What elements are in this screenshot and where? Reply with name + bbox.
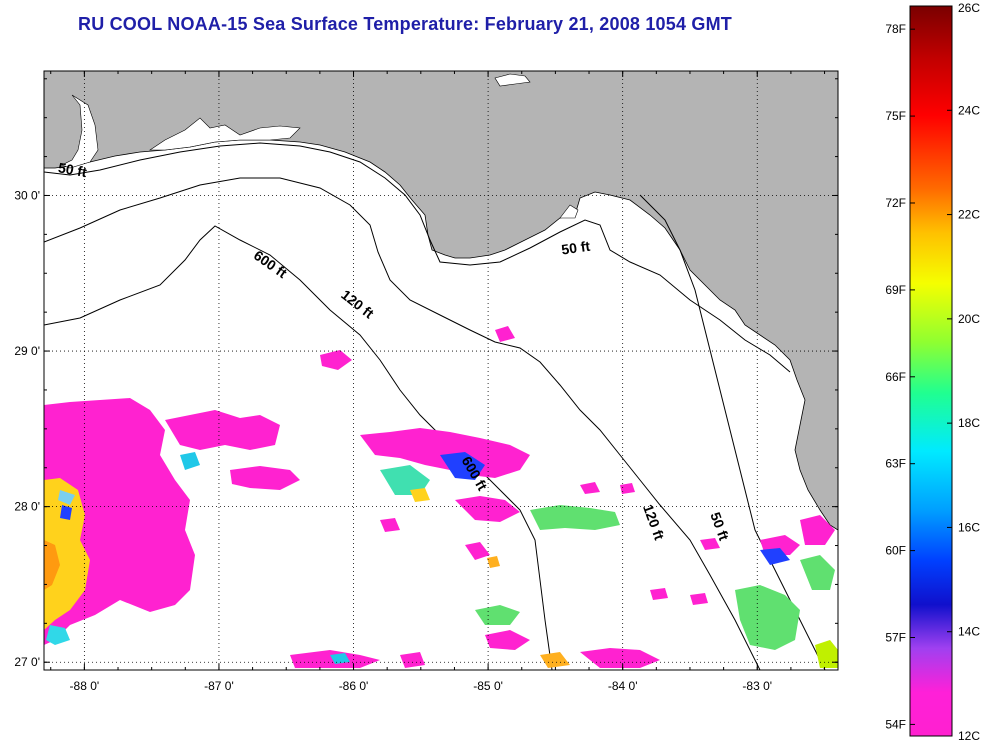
colorbar-label-celsius: 12C: [958, 729, 980, 743]
colorbar-label-celsius: 20C: [958, 312, 980, 326]
inland-lake: [494, 73, 531, 87]
lon-tick-label: -86 0': [339, 679, 369, 693]
lon-tick-label: -83 0': [742, 679, 772, 693]
colorbar-label-fahrenheit: 69F: [885, 283, 906, 297]
lat-tick-label: 29 0': [14, 344, 40, 358]
lon-tick-label: -88 0': [70, 679, 100, 693]
colorbar-label-fahrenheit: 63F: [885, 457, 906, 471]
axis-ticks: [44, 71, 838, 670]
colorbar-label-celsius: 18C: [958, 416, 980, 430]
lat-lon-grid: [44, 71, 838, 670]
map-title: RU COOL NOAA-15 Sea Surface Temperature:…: [78, 14, 732, 34]
colorbar-label-fahrenheit: 72F: [885, 196, 906, 210]
contour-120ft: [44, 177, 761, 670]
contour-600ft: [44, 225, 553, 670]
colorbar-label-fahrenheit: 57F: [885, 631, 906, 645]
colorbar-label-celsius: 14C: [958, 625, 980, 639]
colorbar-label-fahrenheit: 54F: [885, 717, 906, 731]
contour-label: 50 ft: [57, 159, 88, 180]
colorbar-label-celsius: 26C: [958, 1, 980, 15]
colorbar-label-celsius: 16C: [958, 520, 980, 534]
mobile-bay: [61, 94, 99, 169]
lon-tick-label: -84 0': [608, 679, 638, 693]
coastal-bays: [149, 117, 301, 151]
colorbar: [909, 5, 953, 737]
lat-tick-label: 30 0': [14, 188, 40, 202]
colorbar-labels: 78F 75F 72F 69F 66F 63F 60F 57F 54F 26C 24C 22C 20C 1…: [885, 1, 980, 743]
axis-labels: -88 0' -87 0' -86 0' -85 0' -84 0' -83 0' 30 0…: [14, 188, 772, 693]
lon-tick-label: -87 0': [204, 679, 234, 693]
colorbar-label-celsius: 22C: [958, 208, 980, 222]
colorbar-label-fahrenheit: 66F: [885, 370, 906, 384]
colorbar-label-fahrenheit: 78F: [885, 22, 906, 36]
apalachee-bay: [559, 204, 579, 219]
contour-label: 50 ft: [560, 238, 591, 258]
lon-tick-label: -85 0': [473, 679, 503, 693]
lat-tick-label: 28 0': [14, 500, 40, 514]
colorbar-label-celsius: 24C: [958, 103, 980, 117]
map-frame: [43, 70, 839, 671]
contour-50ft-east: [639, 194, 826, 670]
sst-data-patches: [44, 326, 838, 668]
colorbar-label-fahrenheit: 60F: [885, 544, 906, 558]
colorbar-label-fahrenheit: 75F: [885, 109, 906, 123]
contour-50ft-west: [44, 142, 791, 373]
lat-tick-label: 27 0': [14, 655, 40, 669]
